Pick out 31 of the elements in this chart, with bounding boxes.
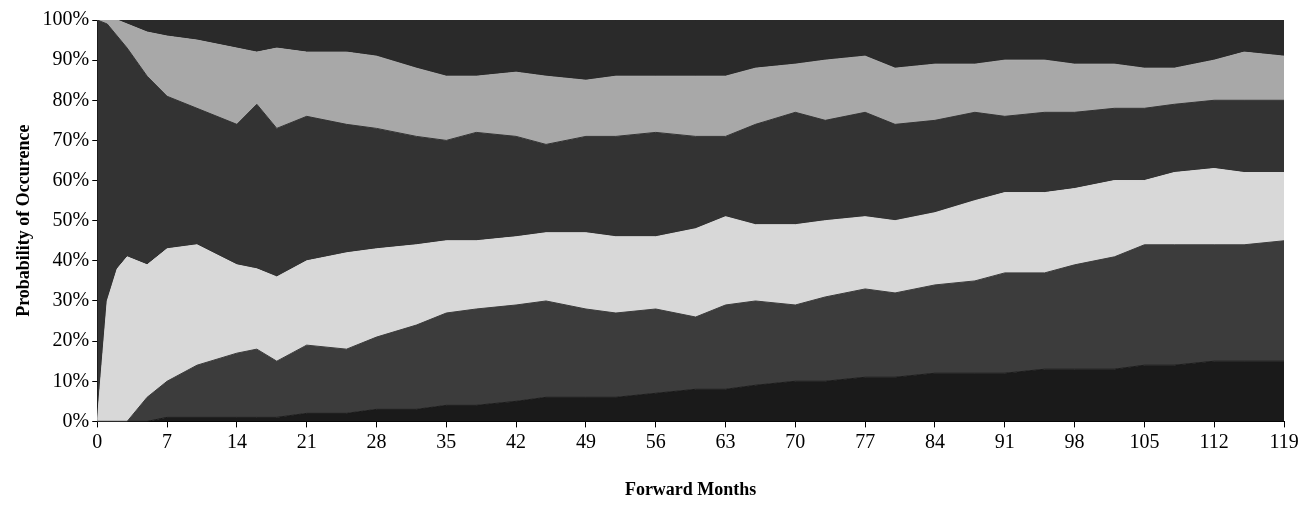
y-tick-label: 90% bbox=[52, 47, 90, 70]
y-axis-title: Probability of Occurence bbox=[13, 124, 34, 317]
x-tick-label: 63 bbox=[715, 429, 736, 452]
x-tick-label: 91 bbox=[994, 429, 1015, 452]
x-tick-label: 56 bbox=[645, 429, 666, 452]
x-tick-label: 28 bbox=[366, 429, 387, 452]
y-tick-label: 100% bbox=[42, 7, 90, 30]
x-tick-label: 84 bbox=[924, 429, 945, 452]
x-tick-label: 35 bbox=[436, 429, 457, 452]
x-tick-label: 112 bbox=[1199, 429, 1229, 452]
x-tick-label: 70 bbox=[785, 429, 806, 452]
y-tick-label: 0% bbox=[62, 408, 90, 431]
y-tick-label: 50% bbox=[52, 207, 90, 230]
x-tick-label: 98 bbox=[1064, 429, 1085, 452]
x-tick-label: 14 bbox=[226, 429, 247, 452]
y-tick-label: 70% bbox=[52, 127, 90, 150]
y-tick-label: 60% bbox=[52, 167, 90, 190]
y-tick-label: 40% bbox=[52, 248, 90, 271]
y-tick-label: 20% bbox=[52, 328, 90, 351]
x-tick-label: 42 bbox=[506, 429, 527, 452]
x-tick-label: 7 bbox=[162, 429, 173, 452]
y-tick-label: 10% bbox=[52, 368, 90, 391]
y-tick-label: 30% bbox=[52, 288, 90, 311]
x-tick-label: 0 bbox=[92, 429, 103, 452]
x-tick-label: 105 bbox=[1129, 429, 1160, 452]
x-tick-label: 77 bbox=[855, 429, 876, 452]
x-axis-title: Forward Months bbox=[624, 478, 757, 499]
x-tick-label: 21 bbox=[296, 429, 317, 452]
x-tick-label: 49 bbox=[575, 429, 596, 452]
x-tick-label: 119 bbox=[1269, 429, 1299, 452]
y-tick-label: 80% bbox=[52, 87, 90, 110]
